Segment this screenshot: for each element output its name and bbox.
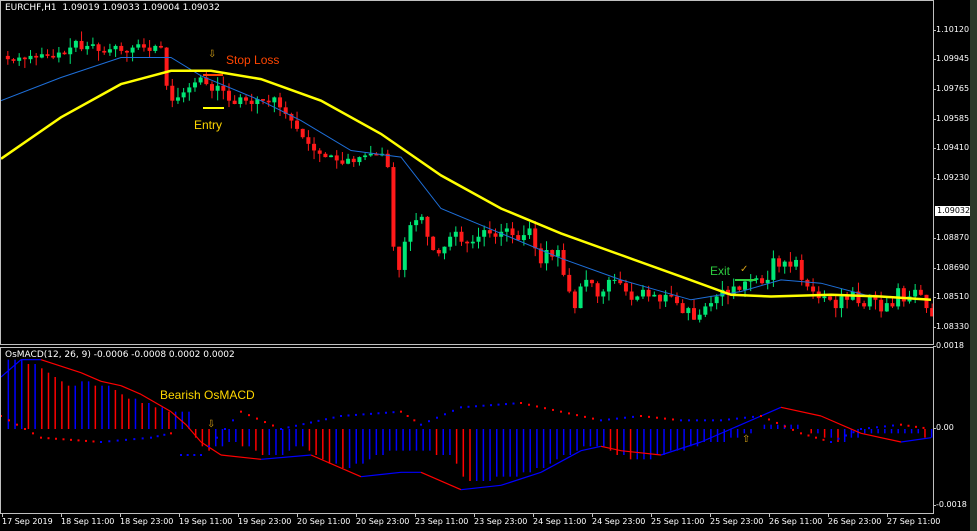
time-axis: 17 Sep 2019 18 Sep 11:00 18 Sep 23:00 19 Se… bbox=[0, 514, 940, 531]
slow-ma-line bbox=[1, 69, 932, 302]
exit-line bbox=[735, 279, 756, 281]
fast-ma-line bbox=[1, 57, 932, 301]
indicator-tick: -0.0018 bbox=[933, 500, 967, 509]
price-chart-canvas[interactable] bbox=[1, 1, 933, 344]
time-tick: 27 Sep 11:00 bbox=[887, 514, 941, 526]
osmacd-canvas[interactable] bbox=[1, 348, 933, 513]
current-price-tag: 1.09032 bbox=[935, 206, 973, 216]
price-tick: 1.09585 bbox=[932, 114, 970, 123]
time-tick: 20 Sep 11:00 bbox=[297, 514, 351, 526]
price-tick: 1.09230 bbox=[932, 173, 970, 182]
stop-loss-line bbox=[203, 74, 223, 76]
price-tick: 1.09410 bbox=[932, 143, 970, 152]
price-tick: 1.08870 bbox=[932, 233, 970, 242]
price-chart-pane[interactable]: EURCHF,H1 1.09019 1.09033 1.09004 1.0903… bbox=[0, 0, 934, 345]
time-tick: 26 Sep 23:00 bbox=[828, 514, 882, 526]
window-edge bbox=[970, 0, 977, 531]
entry-line bbox=[203, 107, 224, 109]
price-tick: 1.08330 bbox=[932, 322, 970, 331]
price-tick: 1.10120 bbox=[932, 25, 970, 34]
price-tick: 1.09945 bbox=[932, 54, 970, 63]
time-tick: 17 Sep 2019 bbox=[2, 514, 53, 526]
price-tick: 1.09765 bbox=[932, 84, 970, 93]
time-tick: 18 Sep 23:00 bbox=[120, 514, 174, 526]
buy-arrow-icon: ⇧ bbox=[742, 434, 751, 445]
indicator-axis: 0.0018 0.00 -0.0018 bbox=[933, 0, 977, 531]
time-tick: 24 Sep 23:00 bbox=[592, 514, 646, 526]
time-tick: 19 Sep 11:00 bbox=[179, 514, 233, 526]
price-tick: 1.08690 bbox=[932, 263, 970, 272]
time-tick: 23 Sep 23:00 bbox=[474, 514, 528, 526]
stop-loss-label: Stop Loss bbox=[226, 53, 280, 67]
osmacd-indicator-pane[interactable]: OsMACD(12, 26, 9) -0.0006 -0.0008 0.0002… bbox=[0, 347, 934, 514]
indicator-tick: 0.0018 bbox=[933, 341, 964, 350]
indicator-info-label: OsMACD(12, 26, 9) -0.0006 -0.0008 0.0002… bbox=[5, 350, 235, 360]
stop-loss-arrow-icon: ⇩ bbox=[208, 49, 217, 60]
symbol-info-label: EURCHF,H1 1.09019 1.09033 1.09004 1.0903… bbox=[5, 3, 220, 13]
time-tick: 25 Sep 11:00 bbox=[651, 514, 705, 526]
time-tick: 23 Sep 11:00 bbox=[415, 514, 469, 526]
time-tick: 25 Sep 23:00 bbox=[710, 514, 764, 526]
time-tick: 26 Sep 11:00 bbox=[769, 514, 823, 526]
indicator-tick: 0.00 bbox=[933, 423, 954, 432]
time-tick: 20 Sep 23:00 bbox=[356, 514, 410, 526]
exit-label: Exit bbox=[710, 264, 731, 278]
sell-arrow-icon: ⇩ bbox=[207, 419, 216, 430]
time-tick: 24 Sep 11:00 bbox=[533, 514, 587, 526]
price-tick: 1.08510 bbox=[932, 292, 970, 301]
entry-label: Entry bbox=[194, 118, 223, 132]
price-axis: 1.10120 1.09945 1.09765 1.09585 1.09410 1.092… bbox=[932, 0, 977, 345]
time-tick: 19 Sep 23:00 bbox=[238, 514, 292, 526]
exit-check-icon: ✓ bbox=[740, 264, 749, 275]
bearish-osmacd-label: Bearish OsMACD bbox=[160, 388, 255, 402]
time-tick: 18 Sep 11:00 bbox=[61, 514, 115, 526]
